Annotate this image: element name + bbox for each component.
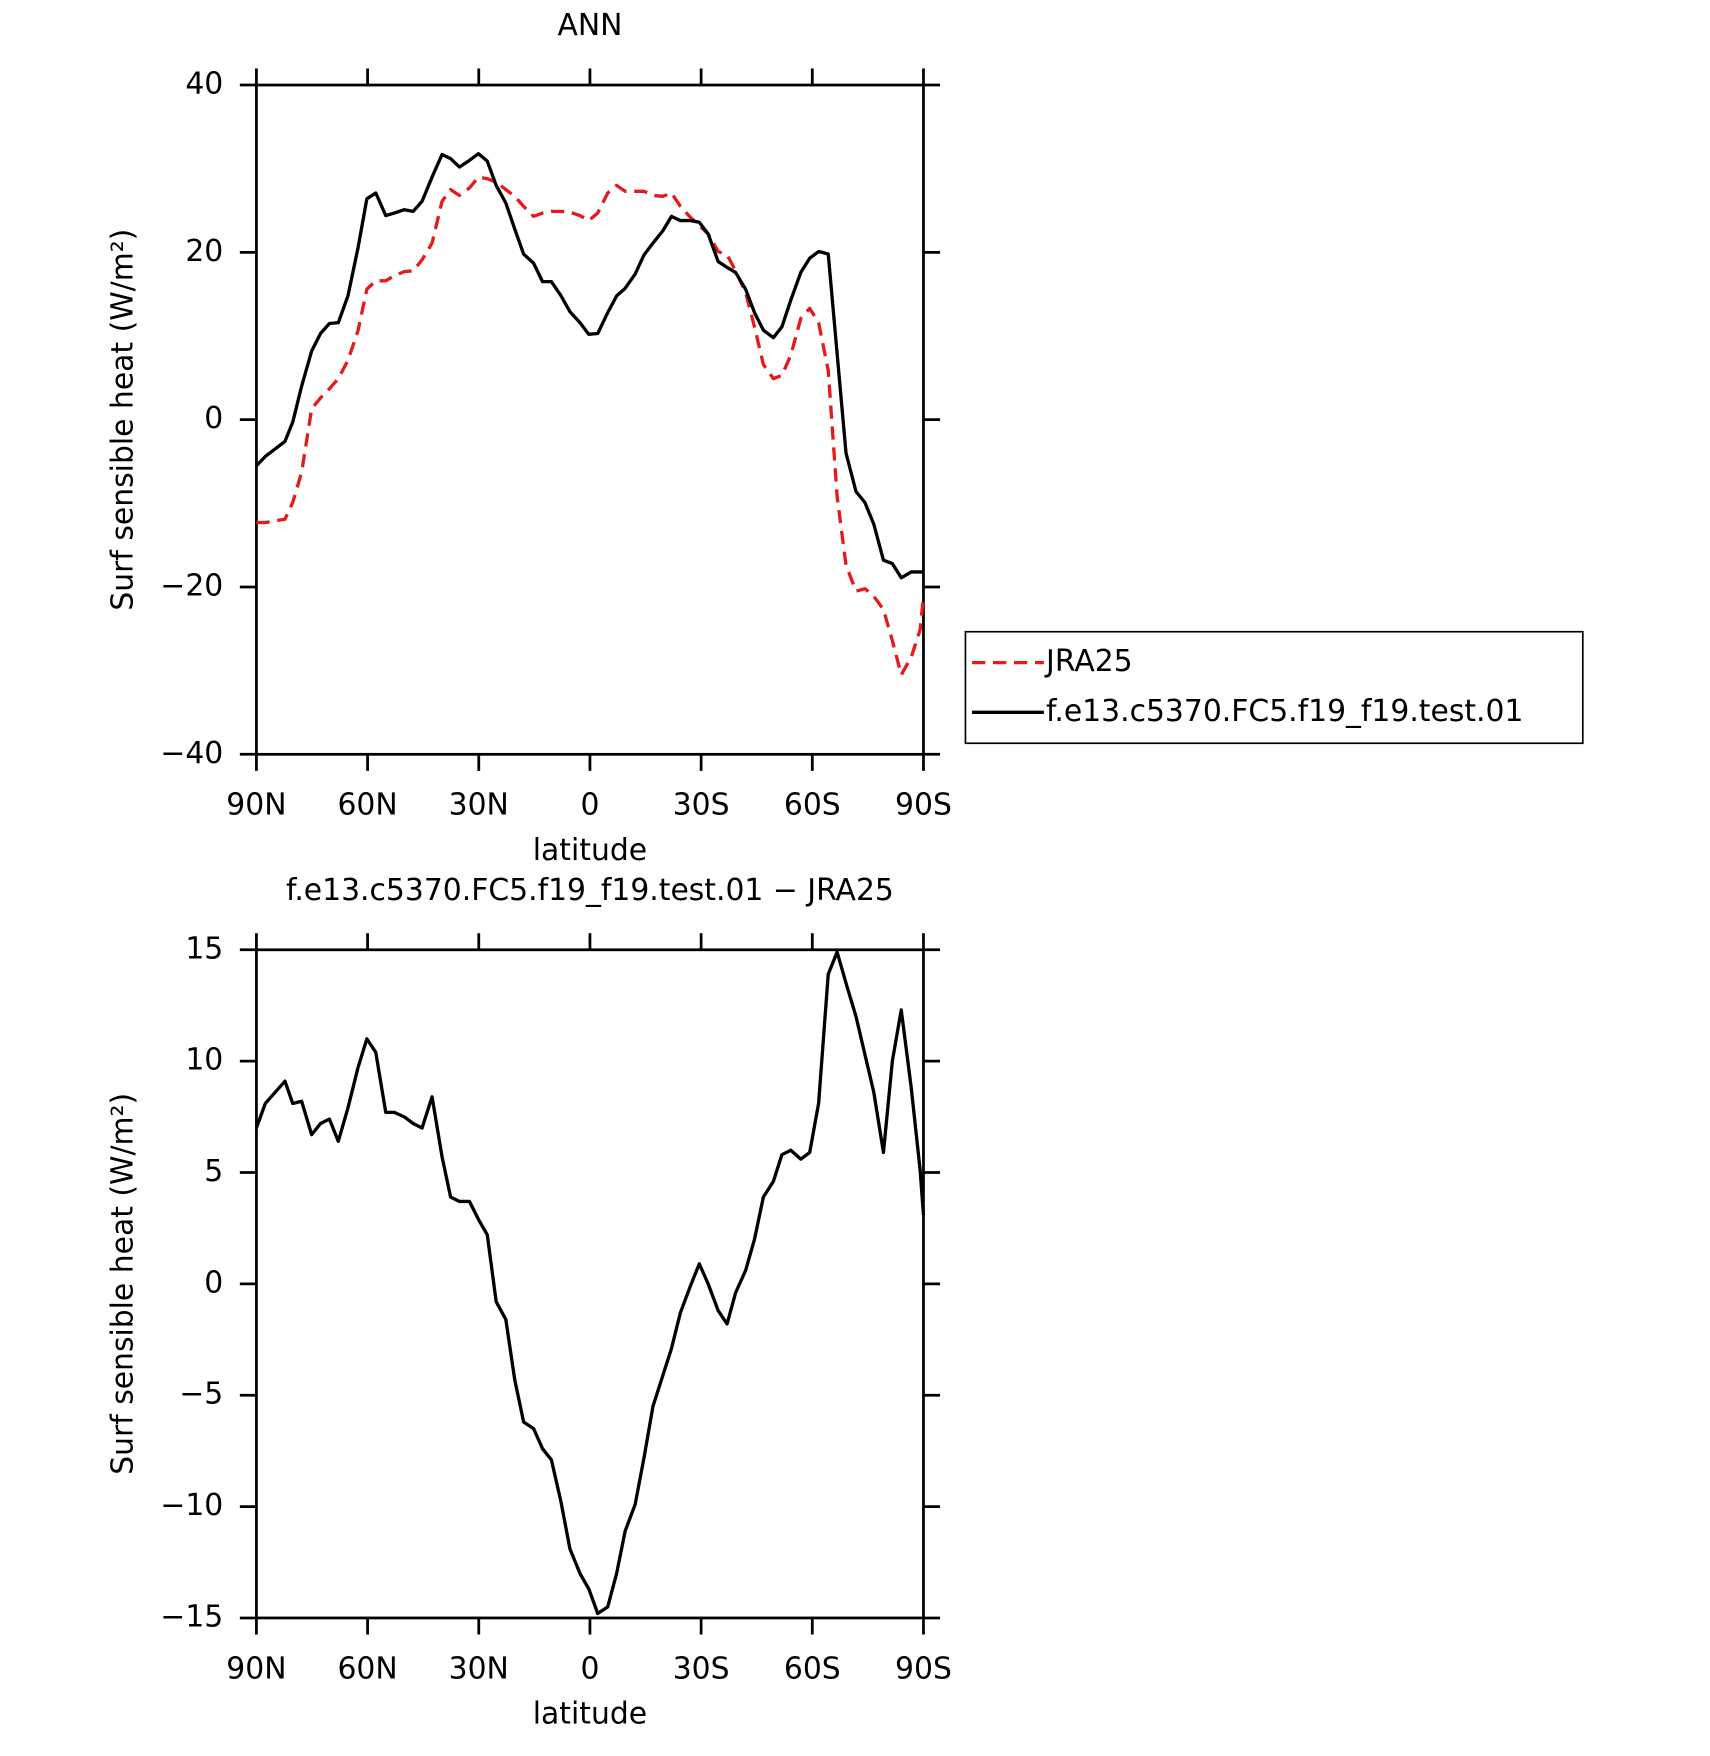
x-tick-label: 60S — [784, 1651, 841, 1686]
plot-frame: f.e13.c5370.FC5.f19_f19.test.01 − JRA25 l… — [105, 873, 952, 1732]
x-tick-label: 30S — [673, 1651, 730, 1686]
y-tick-label: −5 — [179, 1377, 223, 1412]
x-tick-label: 90S — [895, 788, 952, 823]
x-tick-label: 60N — [337, 1651, 397, 1686]
x-tick-label: 30S — [673, 788, 730, 823]
y-tick-label: −15 — [160, 1599, 223, 1634]
data-line — [254, 950, 926, 1616]
y-axis-label: Surf sensible heat (W/m²) — [105, 229, 140, 611]
x-tick-label: 90S — [895, 1651, 952, 1686]
x-tick-label: 60S — [784, 788, 841, 823]
y-tick-label: 10 — [185, 1043, 223, 1078]
y-tick-label: 0 — [204, 1265, 223, 1300]
data-line — [255, 151, 924, 580]
plot-border — [255, 83, 925, 756]
plot-frame: ANN latitude Surf sensible heat (W/m²) 90N 6… — [105, 8, 952, 868]
y-tick-label: −10 — [160, 1488, 223, 1523]
x-tick-label: 60N — [337, 788, 397, 823]
y-tick-label: 5 — [204, 1154, 223, 1189]
legend-box — [964, 630, 1584, 745]
x-axis-label: latitude — [533, 833, 647, 868]
legend-label: JRA25 — [1044, 644, 1133, 679]
data-line — [256, 175, 926, 677]
x-tick-label: 30N — [449, 788, 509, 823]
y-tick-label: 20 — [185, 234, 223, 269]
chart-title: ANN — [557, 8, 622, 43]
y-tick-label: −20 — [160, 568, 223, 603]
x-tick-label: 30N — [449, 1651, 509, 1686]
x-tick-label: 90N — [226, 788, 286, 823]
y-axis-label: Surf sensible heat (W/m²) — [105, 1093, 140, 1475]
x-tick-label: 0 — [580, 1651, 599, 1686]
chart-title: f.e13.c5370.FC5.f19_f19.test.01 − JRA25 — [286, 873, 894, 908]
x-tick-label: 90N — [226, 1651, 286, 1686]
x-axis-label: latitude — [533, 1697, 647, 1732]
y-tick-label: 40 — [185, 67, 223, 102]
y-tick-label: 0 — [204, 401, 223, 436]
y-tick-label: 15 — [185, 931, 223, 966]
legend-label: f.e13.c5370.FC5.f19_f19.test.01 — [1046, 694, 1523, 729]
y-tick-label: −40 — [160, 736, 223, 771]
x-tick-label: 0 — [580, 788, 599, 823]
